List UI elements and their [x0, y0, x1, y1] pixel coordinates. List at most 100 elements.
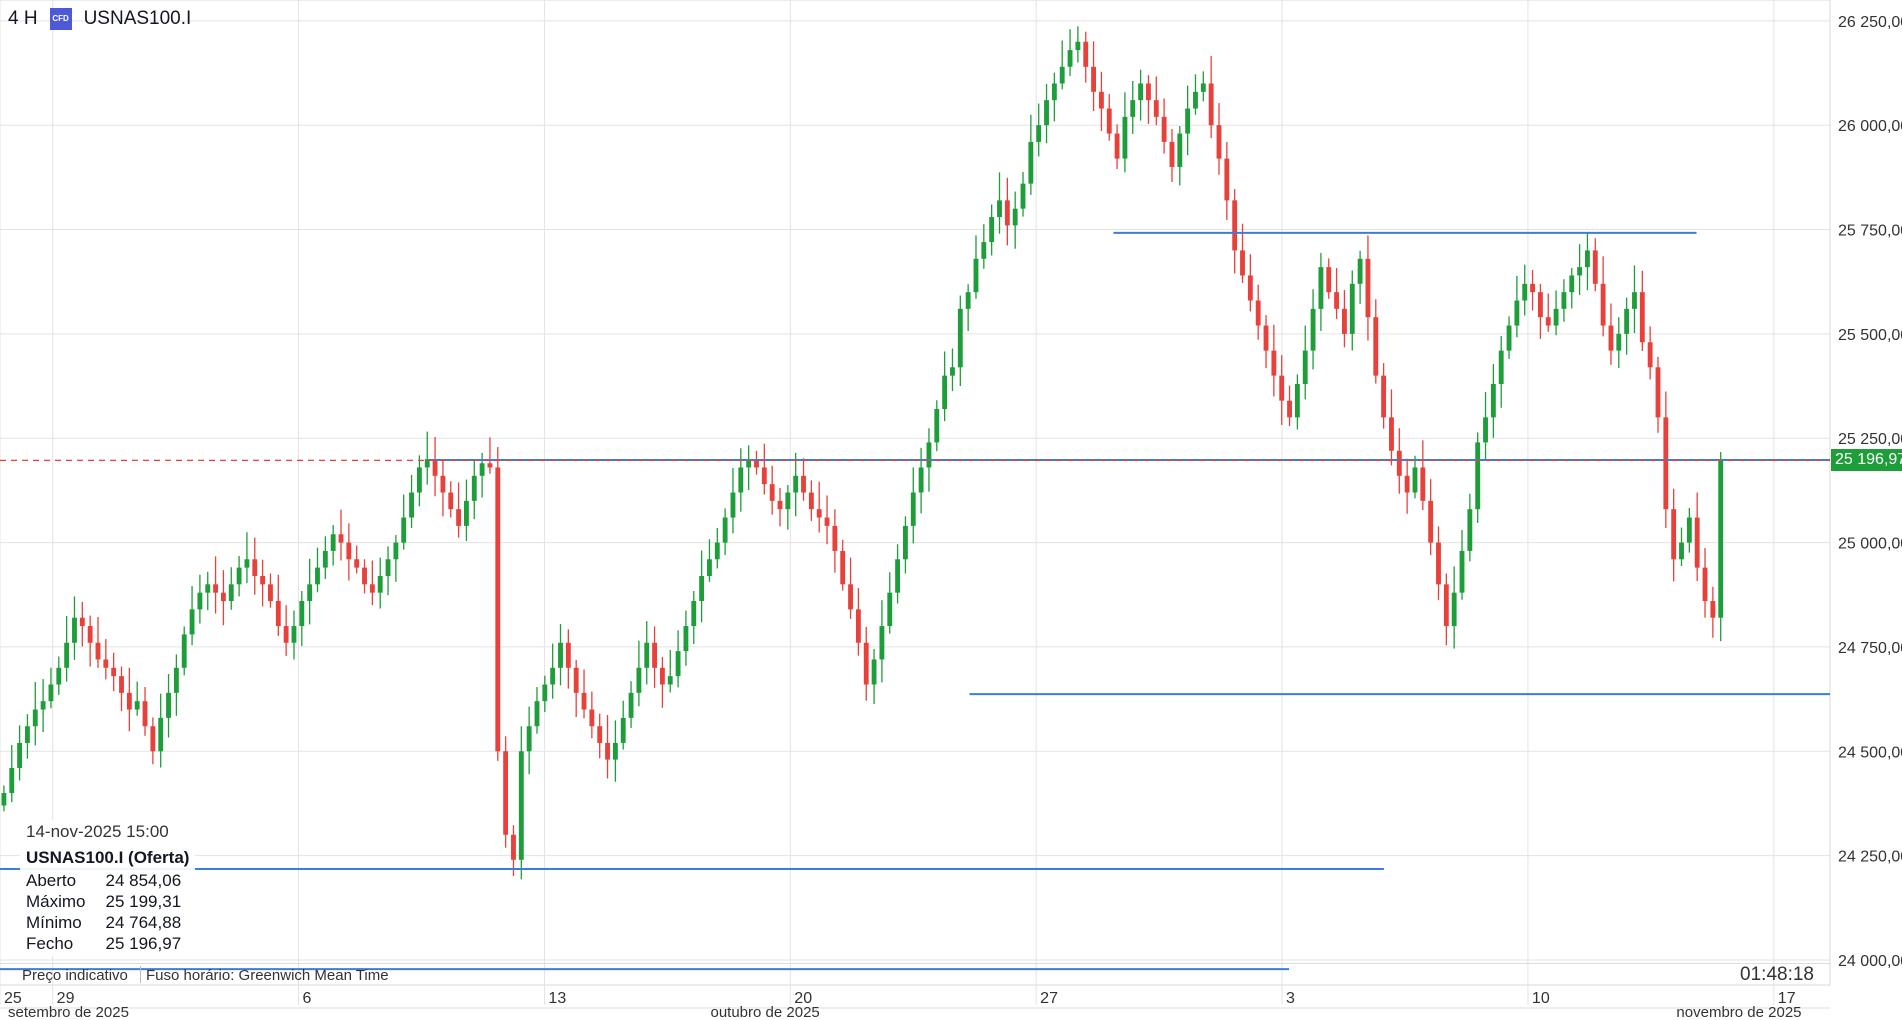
candle-body — [1193, 91, 1198, 109]
candle-body — [1522, 283, 1528, 301]
candle-body — [808, 492, 814, 510]
chart-footer: Preço indicativo Fuso horário: Greenwich… — [0, 963, 1830, 986]
candle-body — [181, 634, 187, 668]
candle-body — [1585, 250, 1590, 268]
candle-body — [1381, 375, 1387, 418]
candle-body — [981, 242, 987, 259]
candle-body — [1279, 375, 1285, 401]
x-tick-label: 29 — [57, 990, 75, 1007]
candle-body — [1694, 517, 1700, 568]
candle-body — [275, 601, 281, 627]
candle-body — [934, 409, 940, 443]
candle-body — [605, 742, 610, 760]
candle-body — [1420, 467, 1426, 501]
candle-body — [824, 517, 830, 526]
current-price-tag: 25 196,97 — [1831, 449, 1902, 472]
candle-body — [1153, 100, 1159, 117]
timezone-label[interactable]: Fuso horário: Greenwich Mean Time — [146, 967, 389, 984]
candle-body — [1404, 475, 1410, 493]
candle-body — [691, 601, 697, 627]
candle-body — [1451, 592, 1457, 627]
candle-body — [1271, 350, 1277, 376]
x-tick-label: 13 — [548, 990, 566, 1007]
symbol-label[interactable]: USNAS100.I — [83, 8, 192, 29]
candle-body — [1632, 292, 1637, 309]
candle-body — [64, 642, 70, 668]
candle-body — [628, 692, 634, 718]
candle-body — [1686, 517, 1692, 543]
candle-body — [205, 584, 211, 593]
candle-body — [503, 751, 509, 835]
candle-body — [589, 709, 595, 727]
candle-body — [1310, 308, 1316, 351]
candle-body — [644, 642, 650, 668]
candle-body — [902, 525, 908, 560]
candle-body — [1232, 200, 1238, 251]
candle-body — [1012, 208, 1018, 226]
candle-body — [1569, 275, 1575, 293]
candle-body — [1467, 509, 1473, 551]
candle-body — [1436, 542, 1441, 585]
candle-body — [707, 559, 712, 576]
timeframe-label[interactable]: 4 H — [8, 8, 38, 29]
candle-body — [1412, 467, 1418, 493]
candle-body — [1334, 292, 1340, 309]
candle-body — [1020, 183, 1026, 209]
candle-body — [1710, 601, 1716, 618]
candle-body — [330, 534, 336, 551]
candle-body — [793, 475, 799, 493]
candle-body — [1341, 308, 1347, 334]
candle-body — [1114, 133, 1120, 159]
candle-body — [1122, 116, 1128, 159]
candle-body — [346, 542, 352, 560]
x-tick-label: 17 — [1778, 990, 1796, 1007]
candle-body — [1577, 267, 1583, 276]
candle-body — [871, 659, 877, 685]
candle-body — [1498, 350, 1504, 384]
candle-body — [291, 626, 297, 643]
candle-body — [675, 651, 681, 677]
candle-body — [409, 492, 414, 518]
candle-body — [1475, 442, 1481, 510]
candle-body — [103, 659, 109, 668]
candle-body — [1357, 258, 1363, 284]
candle-body — [401, 517, 407, 543]
candle-body — [1561, 292, 1567, 309]
candle-body — [1106, 108, 1112, 134]
candle-body — [1036, 125, 1042, 142]
candle-body — [142, 701, 148, 727]
candle-body — [1059, 66, 1065, 84]
candle-body — [1318, 267, 1324, 309]
candle-body — [863, 642, 869, 685]
candle-body — [620, 717, 626, 743]
candle-body — [322, 550, 328, 568]
candle-body — [166, 692, 171, 718]
candle-body — [777, 500, 783, 510]
candle-body — [1067, 50, 1073, 67]
candle-body — [714, 542, 720, 560]
candle-body — [228, 584, 234, 602]
candle-body — [730, 492, 736, 518]
candle-body — [393, 542, 399, 560]
candle-body — [424, 459, 430, 468]
candle-body — [597, 726, 603, 743]
candle-body — [416, 467, 422, 493]
candle-body — [1537, 292, 1543, 318]
candle-body — [801, 475, 806, 493]
candle-body — [1028, 141, 1034, 184]
candle-body — [754, 459, 759, 468]
candle-body — [79, 617, 85, 627]
footer-divider — [140, 966, 141, 983]
candle-body — [1, 793, 7, 806]
candle-body — [1655, 367, 1661, 418]
candle-body — [573, 667, 579, 693]
ohlc-info-panel: 14-nov-2025 15:00 USNAS100.I (Oferta) Ab… — [20, 820, 196, 956]
candle-body — [957, 308, 963, 368]
info-title: USNAS100.I (Oferta) — [26, 848, 190, 867]
candle-body — [1200, 83, 1206, 92]
candle-body — [526, 726, 532, 752]
candle-body — [134, 701, 140, 710]
candle-body — [236, 567, 242, 585]
candle-body — [150, 726, 156, 752]
